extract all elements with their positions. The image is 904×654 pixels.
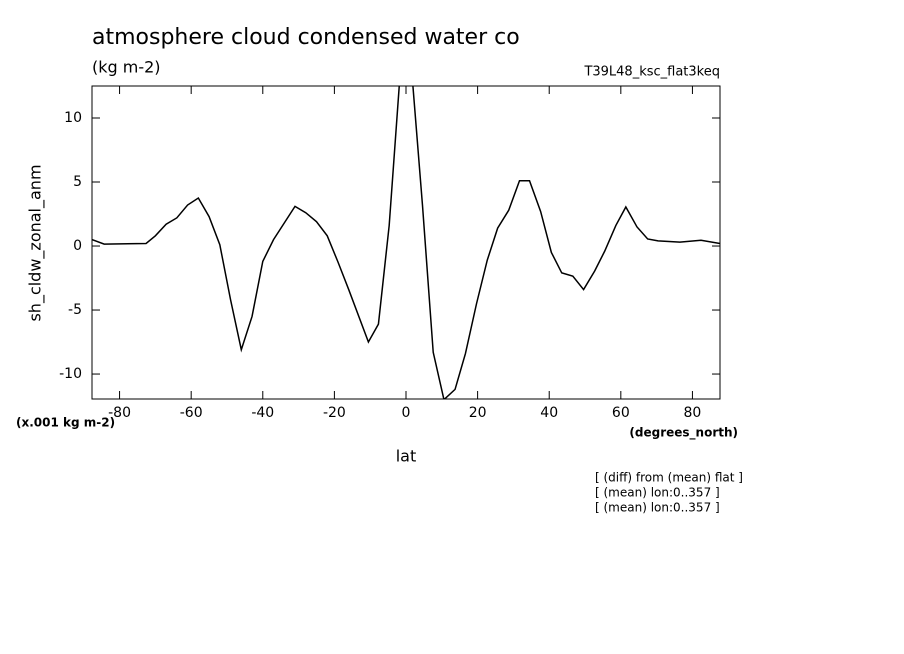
y-axis-label: sh_cldw_zonal_anm: [26, 164, 46, 321]
chart-subtitle: (kg m-2): [92, 58, 161, 77]
x-tick-label: 60: [612, 405, 630, 421]
y-tick-label: 5: [73, 174, 82, 190]
x-tick-label: 80: [684, 405, 702, 421]
data-line: [92, 86, 720, 399]
note: [ (mean) lon:0..357 ]: [595, 501, 720, 515]
x-tick-label: -60: [180, 405, 203, 421]
x-tick-label: -40: [251, 405, 274, 421]
chart-title: atmosphere cloud condensed water co: [92, 25, 520, 50]
run-label: T39L48_ksc_flat3keq: [583, 65, 720, 80]
note: [ (mean) lon:0..357 ]: [595, 486, 720, 500]
x-tick-label: -80: [108, 405, 131, 421]
note: [ (diff) from (mean) flat ]: [595, 471, 743, 485]
y-units: (x.001 kg m-2): [16, 416, 115, 430]
x-tick-label: -20: [323, 405, 346, 421]
y-tick-label: -5: [68, 302, 82, 318]
y-tick-label: -10: [59, 366, 82, 382]
x-tick-label: 40: [540, 405, 558, 421]
x-tick-label: 0: [402, 405, 411, 421]
x-axis-label: lat: [396, 447, 417, 466]
y-tick-label: 10: [64, 110, 82, 126]
x-units: (degrees_north): [629, 426, 738, 441]
x-tick-label: 20: [469, 405, 487, 421]
plot-frame: [91, 85, 721, 400]
y-tick-label: 0: [73, 238, 82, 254]
